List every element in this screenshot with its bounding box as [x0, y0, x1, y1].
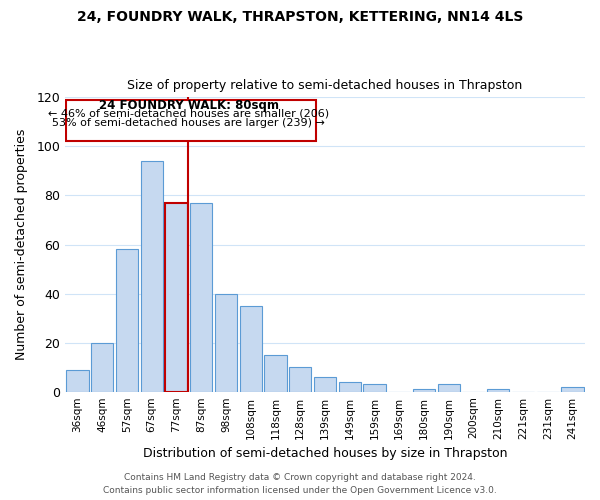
Y-axis label: Number of semi-detached properties: Number of semi-detached properties: [15, 129, 28, 360]
Bar: [413, 389, 435, 392]
Text: 53% of semi-detached houses are larger (239) →: 53% of semi-detached houses are larger (…: [52, 118, 325, 128]
Text: ← 46% of semi-detached houses are smaller (206): ← 46% of semi-detached houses are smalle…: [48, 108, 329, 118]
Bar: [562, 387, 584, 392]
Bar: [140, 161, 163, 392]
Bar: [265, 355, 287, 392]
FancyBboxPatch shape: [65, 100, 316, 141]
Bar: [215, 294, 237, 392]
Text: 24 FOUNDRY WALK: 80sqm: 24 FOUNDRY WALK: 80sqm: [99, 98, 279, 112]
Bar: [487, 389, 509, 392]
Bar: [364, 384, 386, 392]
Title: Size of property relative to semi-detached houses in Thrapston: Size of property relative to semi-detach…: [127, 79, 523, 92]
Text: 24, FOUNDRY WALK, THRAPSTON, KETTERING, NN14 4LS: 24, FOUNDRY WALK, THRAPSTON, KETTERING, …: [77, 10, 523, 24]
Bar: [289, 367, 311, 392]
X-axis label: Distribution of semi-detached houses by size in Thrapston: Distribution of semi-detached houses by …: [143, 447, 507, 460]
Bar: [67, 370, 89, 392]
Bar: [239, 306, 262, 392]
Text: Contains HM Land Registry data © Crown copyright and database right 2024.
Contai: Contains HM Land Registry data © Crown c…: [103, 474, 497, 495]
Bar: [190, 203, 212, 392]
Bar: [91, 342, 113, 392]
Bar: [338, 382, 361, 392]
Bar: [314, 377, 336, 392]
Bar: [437, 384, 460, 392]
Bar: [166, 203, 188, 392]
Bar: [116, 250, 138, 392]
